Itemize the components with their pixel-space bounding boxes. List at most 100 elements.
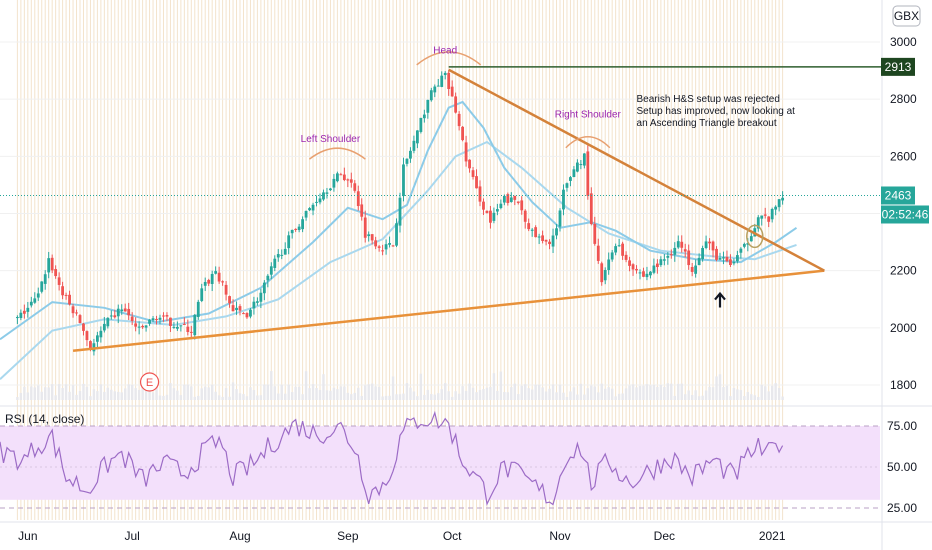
volume-bar bbox=[54, 395, 57, 400]
candle-body bbox=[106, 317, 110, 327]
volume-bar bbox=[322, 374, 325, 400]
candle-body bbox=[89, 341, 92, 350]
candle-body bbox=[548, 241, 551, 245]
candle-body bbox=[297, 226, 301, 230]
volume-bar bbox=[61, 387, 64, 400]
currency-badge[interactable] bbox=[892, 5, 921, 27]
volume-bar bbox=[315, 387, 318, 400]
candle-body bbox=[555, 228, 558, 236]
candle-body bbox=[781, 197, 785, 201]
trendline-descending[interactable] bbox=[448, 68, 825, 272]
candle-body bbox=[666, 255, 670, 258]
candle-body bbox=[708, 241, 711, 244]
volume-bar bbox=[576, 394, 579, 400]
volume-bar bbox=[374, 386, 377, 400]
volume-bar bbox=[329, 390, 332, 400]
candle-body bbox=[332, 178, 336, 188]
trendline-resistance[interactable] bbox=[72, 269, 825, 352]
head-label: Head bbox=[433, 45, 457, 56]
candle-body bbox=[468, 159, 471, 169]
volume-bar bbox=[221, 396, 224, 400]
candle-body bbox=[527, 223, 531, 230]
candle-body bbox=[419, 117, 423, 132]
candle-body bbox=[746, 243, 750, 245]
volume-bar bbox=[377, 386, 381, 400]
price-tick-label: 2000 bbox=[890, 321, 917, 335]
volume-bar bbox=[273, 386, 276, 400]
candle-body bbox=[617, 245, 621, 247]
volume-bar bbox=[614, 396, 617, 400]
volume-bar bbox=[228, 396, 231, 400]
candle-body bbox=[363, 217, 367, 238]
volume-bar bbox=[690, 395, 694, 400]
volume-bar bbox=[708, 386, 711, 400]
volume-bar bbox=[548, 388, 551, 400]
volume-bar bbox=[725, 385, 729, 400]
volume-bar bbox=[513, 383, 516, 400]
volume-bar bbox=[534, 384, 537, 400]
candle-body bbox=[495, 209, 499, 212]
volume-bars bbox=[16, 371, 784, 400]
volume-bar bbox=[471, 387, 475, 400]
candle-body bbox=[99, 330, 103, 338]
time-tick-label: Jun bbox=[18, 529, 37, 543]
candle-body bbox=[102, 323, 106, 331]
candle-body bbox=[544, 239, 548, 242]
candle-body bbox=[179, 325, 183, 327]
volume-bar bbox=[23, 386, 26, 400]
right-shoulder-label: Right Shoulder bbox=[555, 110, 622, 121]
volume-bar bbox=[510, 387, 513, 400]
volume-bar bbox=[412, 391, 416, 400]
moving-average-slow bbox=[0, 140, 797, 381]
candle-body bbox=[322, 192, 325, 200]
volume-bar bbox=[287, 384, 290, 400]
candle-body bbox=[589, 193, 593, 224]
volume-bar bbox=[190, 386, 193, 400]
volume-bar bbox=[37, 385, 40, 400]
candle-body bbox=[516, 201, 520, 203]
volume-bar bbox=[736, 389, 739, 400]
candle-body bbox=[485, 210, 489, 213]
candle-body bbox=[523, 210, 527, 222]
volume-bar bbox=[617, 393, 621, 400]
candle-body bbox=[269, 266, 273, 275]
candle-body bbox=[774, 206, 778, 210]
rsi-tick-label: 25.00 bbox=[887, 501, 917, 515]
volume-bar bbox=[398, 394, 402, 400]
candle-body bbox=[374, 240, 378, 247]
candle-body bbox=[301, 219, 305, 230]
candle-body bbox=[694, 265, 698, 274]
candle-body bbox=[600, 263, 604, 283]
volume-bar bbox=[781, 396, 784, 400]
volume-bar bbox=[586, 388, 590, 400]
candle-body bbox=[690, 266, 694, 272]
volume-bar bbox=[16, 396, 19, 400]
candle-body bbox=[287, 235, 291, 249]
moving-average-fast bbox=[0, 100, 798, 341]
candle-body bbox=[642, 271, 645, 277]
volume-bar bbox=[89, 396, 92, 400]
volume-bar bbox=[57, 384, 61, 400]
candle-body bbox=[697, 257, 701, 266]
candle-body bbox=[742, 243, 746, 247]
time-tick-label: Aug bbox=[229, 529, 250, 543]
candle-body bbox=[422, 114, 426, 119]
volume-bar bbox=[183, 384, 186, 400]
candle-body bbox=[429, 90, 433, 101]
volume-bar bbox=[357, 387, 360, 400]
volume-bar bbox=[770, 385, 774, 400]
time-axis: Jun Jul Aug Sep Oct Nov Dec 2021 bbox=[18, 529, 786, 543]
volume-bar bbox=[454, 391, 457, 400]
volume-bar bbox=[704, 390, 708, 400]
volume-bar bbox=[30, 386, 33, 400]
candle-body bbox=[238, 306, 242, 311]
candle-body bbox=[541, 235, 545, 241]
candle-body bbox=[464, 142, 468, 162]
volume-bar bbox=[684, 394, 687, 400]
candle-body bbox=[530, 229, 534, 231]
candle-body bbox=[186, 326, 190, 332]
volume-bar bbox=[444, 383, 447, 400]
earnings-marker[interactable] bbox=[139, 372, 160, 392]
currency-label: GBX bbox=[894, 9, 919, 23]
candle-body bbox=[151, 318, 155, 321]
